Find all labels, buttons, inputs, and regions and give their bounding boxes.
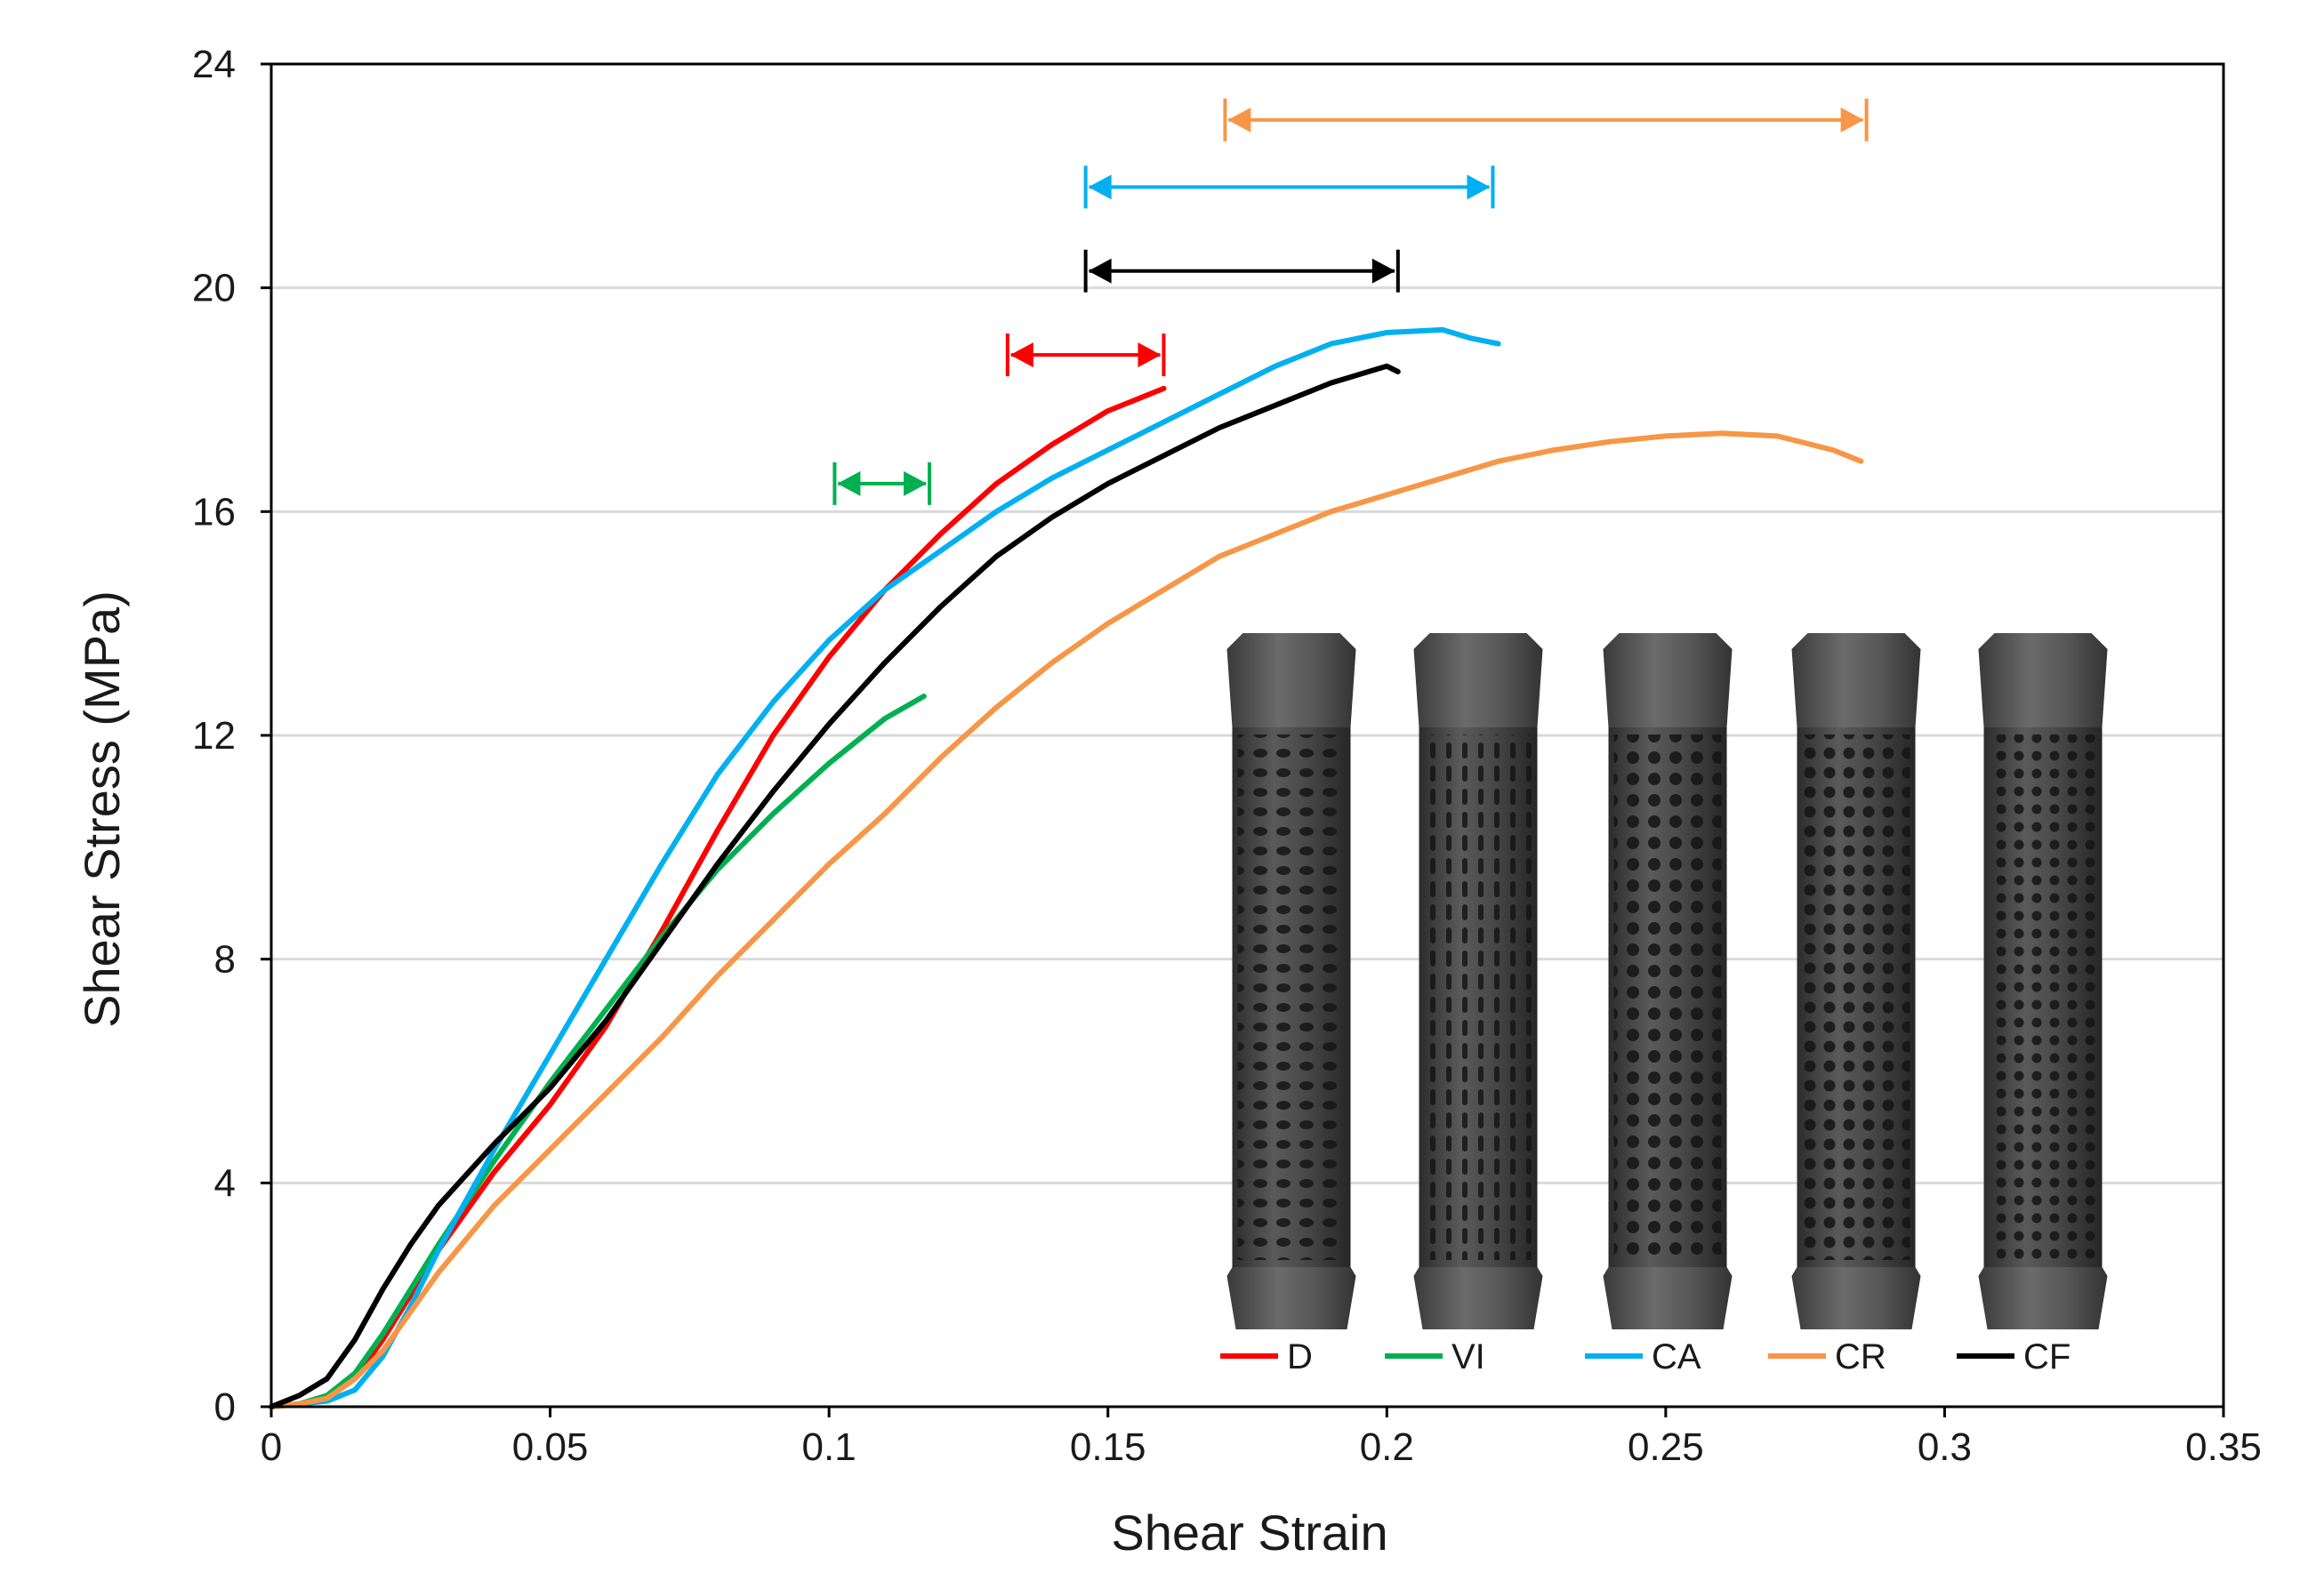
specimen-lattice <box>1424 734 1532 1260</box>
x-tick-label: 0.35 <box>2185 1425 2262 1469</box>
x-tick-label: 0.3 <box>1918 1425 1972 1469</box>
y-tick-label: 0 <box>214 1385 236 1429</box>
specimen-lattice <box>1237 734 1346 1260</box>
range-arrowhead-right <box>1840 107 1864 132</box>
range-annotations <box>832 98 1869 505</box>
range-arrow-cf <box>1083 249 1400 293</box>
range-arrowhead-left <box>837 470 861 496</box>
range-arrow-cr <box>1223 98 1869 141</box>
specimen-top-cap <box>1226 633 1356 727</box>
x-axis-title: Shear Strain <box>1111 1505 1387 1561</box>
specimen-tube-3 <box>1603 633 1733 1329</box>
legend-item-ca: CA <box>1585 1337 1701 1376</box>
x-tick-label: 0.05 <box>512 1425 589 1469</box>
specimen-top-cap <box>1603 633 1733 727</box>
legend-item-cr: CR <box>1768 1337 1886 1376</box>
legend-item-d: D <box>1220 1337 1313 1376</box>
specimen-lattice <box>1989 734 2097 1260</box>
y-tick-label: 4 <box>214 1161 236 1205</box>
range-arrowhead-left <box>1088 174 1112 200</box>
legend-label: CR <box>1835 1337 1886 1376</box>
specimen-lattice <box>1613 734 1722 1260</box>
range-arrowhead-right <box>1467 174 1491 200</box>
x-tick-label: 0.25 <box>1628 1425 1704 1469</box>
y-tick-label: 24 <box>192 43 236 86</box>
specimen-photo-inset <box>1226 633 2108 1329</box>
legend-label: CA <box>1652 1337 1701 1376</box>
legend-item-vi: VI <box>1385 1337 1485 1376</box>
legend-label: VI <box>1451 1337 1485 1376</box>
legend-label: CF <box>2023 1337 2071 1376</box>
series-line-cr <box>269 430 1864 1409</box>
specimen-top-cap <box>1413 633 1543 727</box>
legend: D VI CA CR CF <box>1220 1337 2071 1376</box>
range-arrowhead-right <box>1371 258 1395 284</box>
y-tick-label: 8 <box>214 938 236 982</box>
axes: 0 0.05 0.1 0.15 0.2 0.25 0.3 0.35 0 4 8 12 16 20 24 <box>192 43 2262 1469</box>
specimen-top-cap <box>1791 633 1921 727</box>
specimen-bottom-cap <box>1226 1267 1356 1329</box>
range-arrowhead-right <box>904 470 928 496</box>
range-arrowhead-left <box>1009 342 1033 368</box>
range-arrowhead-left <box>1227 107 1251 132</box>
series-line-vi <box>269 694 927 1409</box>
x-tick-label: 0.2 <box>1360 1425 1414 1469</box>
series-line-cf <box>269 363 1401 1409</box>
range-arrowhead-right <box>1138 342 1162 368</box>
specimen-top-cap <box>1978 633 2108 727</box>
specimen-tube-5 <box>1978 633 2108 1329</box>
y-tick-label: 12 <box>192 714 236 758</box>
legend-item-cf: CF <box>1957 1337 2071 1376</box>
range-arrow-ca <box>1083 165 1495 209</box>
y-tick-label: 16 <box>192 490 236 534</box>
specimen-lattice <box>1802 734 1910 1260</box>
specimen-tube-4 <box>1791 633 1921 1329</box>
data-series <box>269 326 1864 1409</box>
series-line-ca <box>269 326 1501 1409</box>
x-tick-label: 0.15 <box>1070 1425 1146 1469</box>
specimen-bottom-cap <box>1791 1267 1921 1329</box>
y-axis-title: Shear Stress (MPa) <box>74 590 130 1028</box>
specimen-bottom-cap <box>1978 1267 2108 1329</box>
range-arrowhead-left <box>1088 258 1112 284</box>
y-tick-label: 20 <box>192 267 236 310</box>
range-arrow-vi <box>832 461 932 505</box>
range-arrow-d <box>1005 333 1166 377</box>
specimen-bottom-cap <box>1413 1267 1543 1329</box>
specimen-tube-1 <box>1226 633 1356 1329</box>
x-tick-label: 0 <box>261 1425 282 1469</box>
legend-label: D <box>1287 1337 1313 1376</box>
specimen-tube-2 <box>1413 633 1543 1329</box>
x-tick-label: 0.1 <box>802 1425 856 1469</box>
specimen-bottom-cap <box>1603 1267 1733 1329</box>
